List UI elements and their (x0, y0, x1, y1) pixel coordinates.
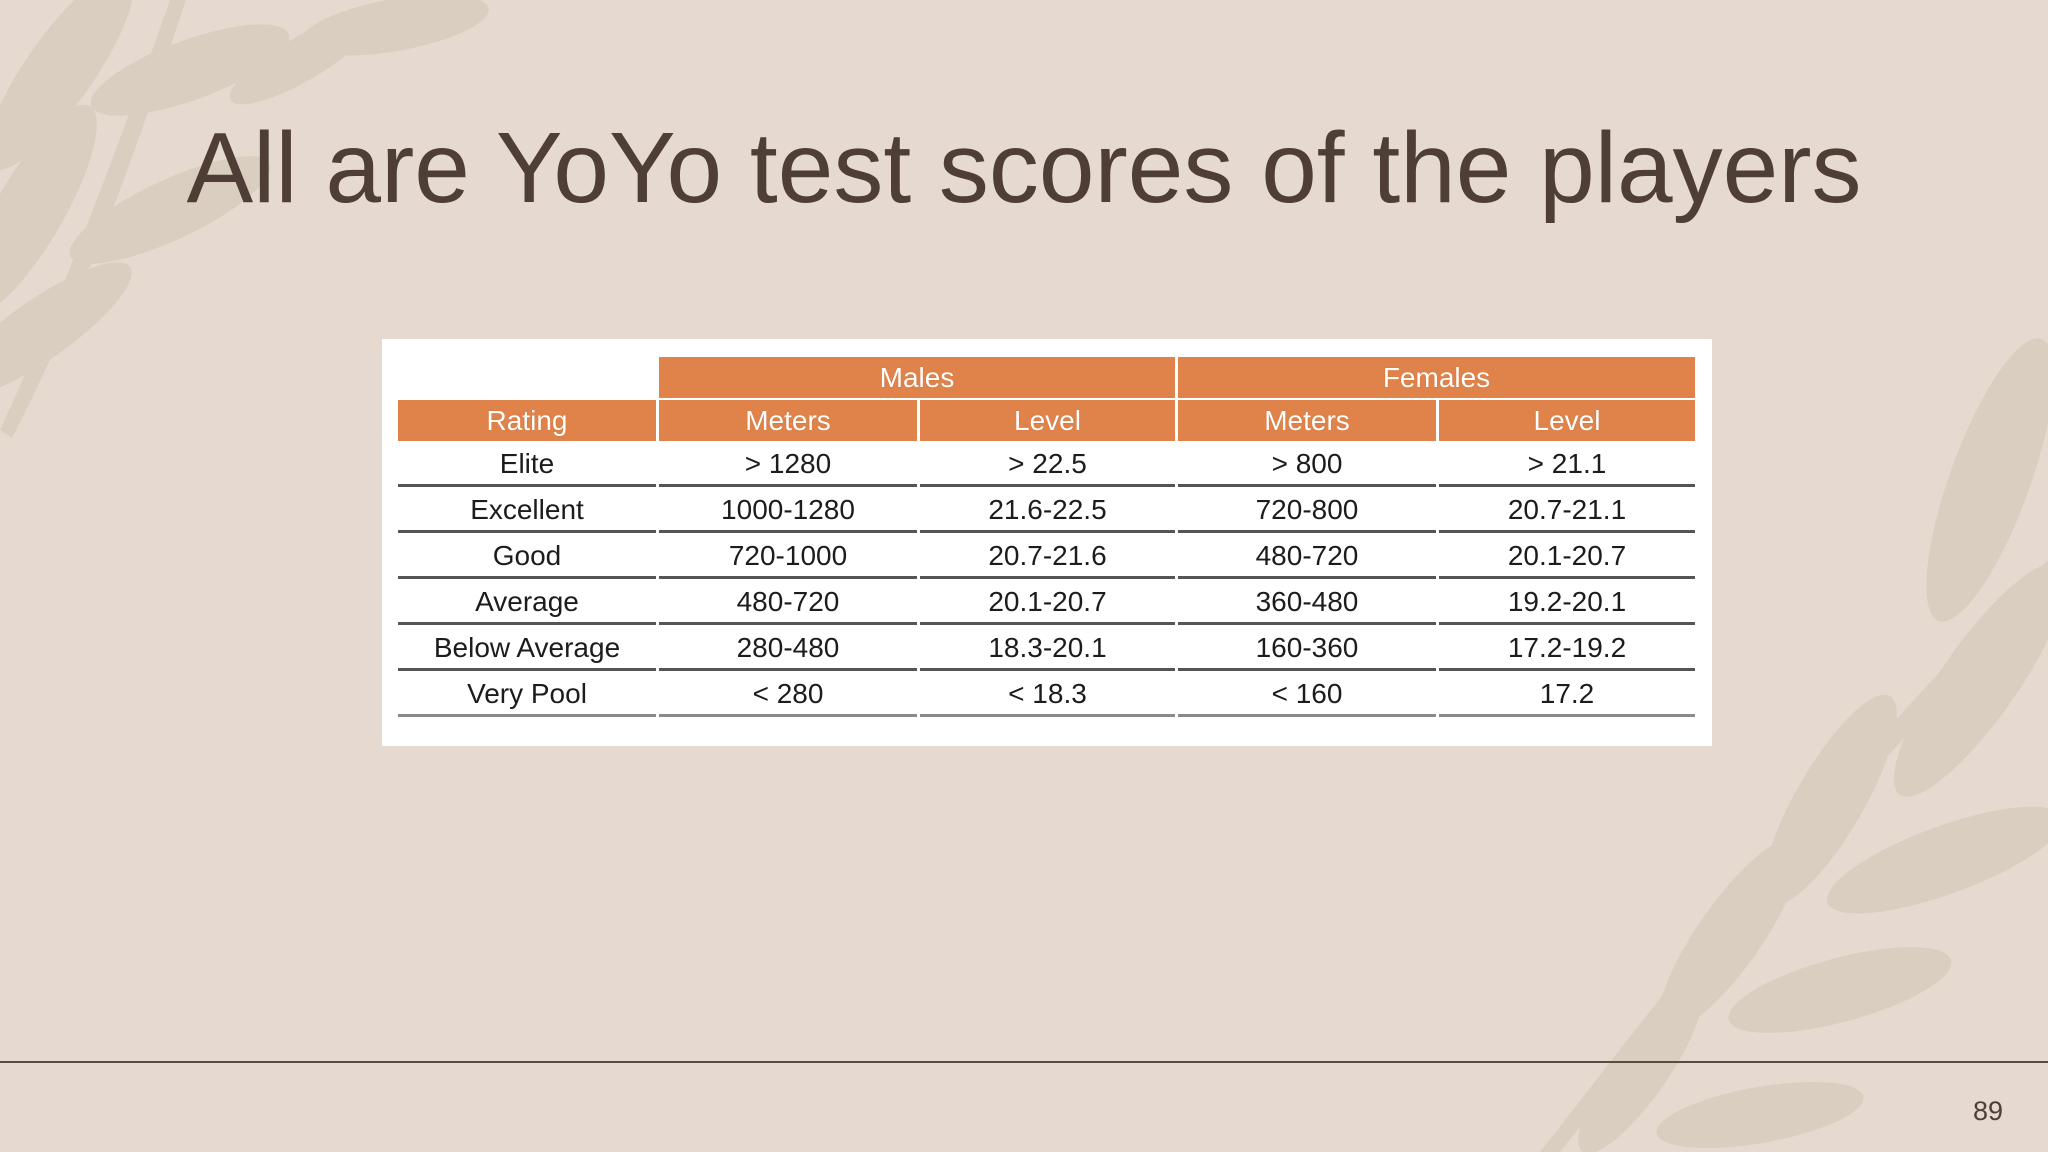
males-group-header: Males (659, 357, 1175, 398)
group-header-row: Males Females (398, 357, 1695, 398)
rating-cell: Below Average (398, 627, 656, 671)
females-level-cell: 20.7-21.1 (1439, 489, 1695, 533)
males-level-cell: < 18.3 (920, 673, 1175, 717)
slide-title: All are YoYo test scores of the players (186, 112, 1862, 224)
females-group-header: Females (1178, 357, 1695, 398)
rating-cell: Average (398, 581, 656, 625)
yoyo-table-card: Males Females Rating Meters Level Meters… (382, 339, 1712, 746)
males-meters-column-header: Meters (659, 400, 917, 441)
males-level-cell: 20.1-20.7 (920, 581, 1175, 625)
header-blank-cell (398, 357, 656, 398)
females-level-cell: 20.1-20.7 (1439, 535, 1695, 579)
males-meters-cell: 480-720 (659, 581, 917, 625)
females-level-cell: 17.2-19.2 (1439, 627, 1695, 671)
females-meters-cell: 160-360 (1178, 627, 1436, 671)
males-meters-cell: < 280 (659, 673, 917, 717)
males-meters-cell: 280-480 (659, 627, 917, 671)
table-row: Very Pool < 280 < 18.3 < 160 17.2 (398, 673, 1695, 717)
females-meters-cell: < 160 (1178, 673, 1436, 717)
rating-cell: Elite (398, 443, 656, 487)
females-level-cell: > 21.1 (1439, 443, 1695, 487)
males-level-cell: 20.7-21.6 (920, 535, 1175, 579)
rating-cell: Excellent (398, 489, 656, 533)
males-meters-cell: > 1280 (659, 443, 917, 487)
rating-cell: Good (398, 535, 656, 579)
males-level-column-header: Level (920, 400, 1175, 441)
males-level-cell: > 22.5 (920, 443, 1175, 487)
table-row: Excellent 1000-1280 21.6-22.5 720-800 20… (398, 489, 1695, 533)
rating-cell: Very Pool (398, 673, 656, 717)
footer-divider (0, 1061, 2048, 1063)
table-row: Elite > 1280 > 22.5 > 800 > 21.1 (398, 443, 1695, 487)
yoyo-score-table: Males Females Rating Meters Level Meters… (395, 355, 1698, 719)
females-meters-cell: > 800 (1178, 443, 1436, 487)
males-meters-cell: 720-1000 (659, 535, 917, 579)
table-row: Good 720-1000 20.7-21.6 480-720 20.1-20.… (398, 535, 1695, 579)
males-level-cell: 21.6-22.5 (920, 489, 1175, 533)
rating-column-header: Rating (398, 400, 656, 441)
page-number: 89 (1972, 1096, 2003, 1126)
females-meters-column-header: Meters (1178, 400, 1436, 441)
males-meters-cell: 1000-1280 (659, 489, 917, 533)
table-row: Average 480-720 20.1-20.7 360-480 19.2-2… (398, 581, 1695, 625)
females-level-column-header: Level (1439, 400, 1695, 441)
females-meters-cell: 720-800 (1178, 489, 1436, 533)
males-level-cell: 18.3-20.1 (920, 627, 1175, 671)
column-header-row: Rating Meters Level Meters Level (398, 400, 1695, 441)
table-row: Below Average 280-480 18.3-20.1 160-360 … (398, 627, 1695, 671)
females-meters-cell: 480-720 (1178, 535, 1436, 579)
females-level-cell: 17.2 (1439, 673, 1695, 717)
females-level-cell: 19.2-20.1 (1439, 581, 1695, 625)
females-meters-cell: 360-480 (1178, 581, 1436, 625)
